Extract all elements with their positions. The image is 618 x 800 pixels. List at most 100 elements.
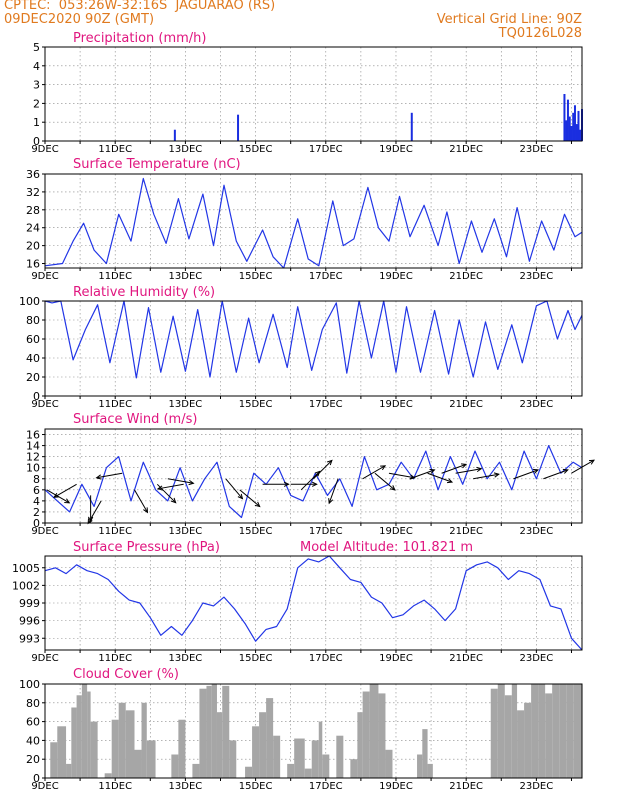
pres-xtick-label: 19DEC (379, 653, 413, 664)
cloud-column (417, 754, 423, 778)
wind-arrow (571, 459, 595, 474)
pres-xtick-label: 23DEC (520, 653, 554, 664)
cloud-column (211, 684, 217, 778)
pres-ytick-label: 999 (19, 597, 40, 610)
temp-ytick-label: 20 (26, 240, 40, 253)
precip-ytick-label: 4 (33, 60, 40, 73)
cloud-column (552, 684, 560, 778)
wind-arrow (513, 468, 540, 480)
cloud-xtick-label: 21DEC (449, 781, 483, 792)
pres-ytick-label: 1005 (12, 562, 40, 575)
wind-arrow (441, 463, 468, 474)
wind-ytick-label: 0 (33, 517, 40, 530)
cloud-column (511, 684, 518, 778)
precip-title: Precipitation (mm/h) (73, 31, 206, 46)
wind-arrow (290, 481, 318, 487)
cloud-column (146, 740, 156, 778)
precip-bar (579, 129, 582, 141)
wind-ytick-label: 10 (26, 462, 40, 475)
cloud-column (229, 740, 237, 778)
precip-panel (42, 46, 583, 144)
cloud-xtick-label: 23DEC (520, 781, 554, 792)
cloud-ytick-label: 0 (33, 772, 40, 785)
wind-frame (44, 428, 583, 524)
wind-title: Surface Wind (m/s) (73, 412, 197, 427)
precip-bar (563, 94, 566, 141)
pres-xtick-label: 13DEC (169, 653, 203, 664)
precip-bar (568, 116, 571, 141)
cloud-column (178, 719, 186, 778)
pres-xtick-label: 15DEC (239, 653, 273, 664)
wind-arrow-shaft (571, 459, 595, 474)
wind-arrow-head (64, 498, 71, 504)
wind-arrow (300, 470, 321, 491)
cloud-column (545, 693, 553, 778)
wind-arrow-head (143, 507, 149, 514)
wind-arrow (167, 478, 195, 486)
pres-panel (42, 555, 583, 653)
wind-arrow (225, 478, 244, 500)
wind-arrow (134, 489, 149, 514)
wind-arrow-head (429, 468, 436, 474)
rh-ytick-label: 20 (26, 371, 40, 384)
cloud-column (273, 735, 281, 778)
wind-arrow (409, 468, 436, 480)
rh-series-line (44, 300, 583, 379)
cloud-column (490, 688, 498, 778)
cloud-column (294, 738, 305, 778)
wind-arrow (543, 468, 569, 480)
temp-xtick-label: 21DEC (449, 271, 483, 282)
cloud-column (111, 719, 119, 778)
wind-xtick-label: 19DEC (379, 526, 413, 537)
wind-arrow (473, 472, 500, 480)
cloud-column (141, 702, 147, 778)
cloud-column (559, 684, 567, 778)
cloud-column (171, 754, 179, 778)
wind-arrow-head (493, 472, 500, 478)
cloud-column (66, 763, 72, 778)
wind-arrow-head (283, 481, 290, 487)
wind-arrow-head (237, 493, 244, 500)
precip-ytick-label: 0 (33, 135, 40, 148)
wind-arrow (46, 489, 71, 504)
wind-ytick-label: 8 (33, 473, 40, 486)
cloud-column (566, 684, 574, 778)
rh-xtick-label: 23DEC (520, 399, 554, 410)
header-run-date: 09DEC2020 90Z (GMT) (4, 12, 155, 27)
cloud-column (192, 763, 200, 778)
cloud-column (517, 710, 525, 778)
cloud-ytick-label: 100 (19, 678, 40, 691)
cloud-column (216, 712, 223, 778)
cloud-column (357, 712, 363, 778)
cloud-column (524, 702, 532, 778)
wind-arrow-shaft (167, 478, 194, 484)
precip-xtick-label: 17DEC (309, 144, 343, 155)
rh-xtick-label: 13DEC (169, 399, 203, 410)
wind-ytick-label: 12 (26, 451, 40, 464)
cloud-column (104, 773, 112, 778)
cloud-title: Cloud Cover (%) (73, 667, 179, 682)
temp-ytick-label: 36 (26, 168, 40, 181)
cloud-column (573, 684, 582, 778)
cloud-column (427, 763, 433, 778)
rh-xtick-label: 19DEC (379, 399, 413, 410)
temp-ytick-label: 32 (26, 186, 40, 199)
wind-ytick-label: 14 (26, 440, 40, 453)
wind-ytick-label: 6 (33, 484, 40, 497)
wind-arrow (374, 472, 396, 491)
cloud-column (87, 691, 91, 778)
cloud-column (199, 688, 207, 778)
wind-arrow-head (314, 470, 321, 477)
cloud-xtick-label: 9DEC (31, 781, 58, 792)
cloud-column (385, 749, 393, 778)
wind-arrow-head (170, 497, 177, 504)
rh-ytick-label: 40 (26, 352, 40, 365)
precip-bar (577, 110, 580, 141)
pres-xtick-label: 11DEC (98, 653, 132, 664)
cloud-column (71, 707, 77, 778)
wind-arrow (262, 481, 290, 487)
cloud-column (318, 721, 323, 778)
wind-arrow-shaft (473, 473, 499, 480)
wind-arrow-shaft (87, 500, 102, 524)
